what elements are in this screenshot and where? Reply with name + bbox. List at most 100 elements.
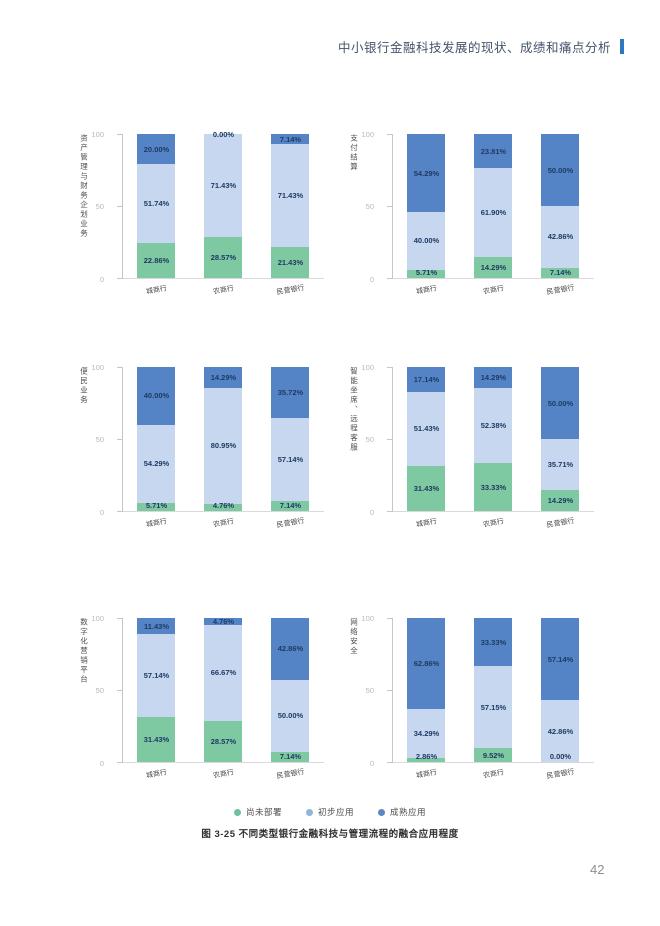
chart-legend: 尚未部署 初步应用 成熟应用 — [0, 804, 660, 820]
value-label: 35.71% — [547, 459, 574, 469]
y-tick-label: 0 — [369, 758, 374, 768]
y-tick-mark — [117, 618, 123, 619]
value-label: 0.00% — [212, 129, 235, 139]
x-tick-label: 城商行 — [415, 769, 438, 780]
value-label: 57.14% — [547, 654, 574, 664]
bar-segment — [474, 257, 513, 278]
title-accent-bar-icon — [620, 39, 624, 54]
y-tick-mark — [117, 134, 123, 135]
stacked-bar: 33.33% 52.38% 14.29% — [474, 367, 513, 511]
x-tick-label: 民营银行 — [276, 517, 305, 530]
y-tick-label: 0 — [99, 274, 104, 284]
x-tick-label: 民营银行 — [546, 517, 575, 530]
bar-column: 0.00% 42.86% 57.14% 民营银行 — [527, 618, 594, 780]
bar-column: 21.43% 71.43% 7.14% 民营银行 — [257, 134, 324, 296]
bar-column: 9.52% 57.15% 33.33% 农商行 — [460, 618, 527, 780]
stacked-bar: 28.57% 71.43% 0.00% — [204, 130, 243, 278]
value-label: 7.14% — [279, 501, 302, 511]
bar-segment — [474, 367, 513, 388]
x-tick-label: 城商行 — [415, 518, 438, 529]
y-tick-mark — [387, 206, 393, 207]
bar-segment — [271, 500, 310, 511]
plot-area: 31.43% 51.43% 17.14% 城商行 33.33% 52.38% 14.29% 农… — [387, 367, 594, 529]
value-label: 20.00% — [143, 144, 170, 154]
stacked-bar: 14.29% 61.90% 23.81% — [474, 134, 513, 278]
legend-label: 初步应用 — [317, 807, 354, 817]
y-tick-label: 0 — [369, 507, 374, 517]
y-tick-mark — [387, 367, 393, 368]
page-title: 中小银行金融科技发展的现状、成绩和痛点分析 — [337, 41, 611, 55]
y-tick-mark — [117, 762, 123, 763]
plot-area: 5.71% 40.00% 54.29% 城商行 14.29% 61.90% 23.81% 农商… — [387, 134, 594, 296]
bar-segment — [474, 748, 513, 762]
legend-item: 初步应用 — [305, 806, 354, 818]
bar-segment — [474, 463, 513, 511]
y-tick-mark — [117, 511, 123, 512]
value-label: 40.00% — [143, 391, 170, 401]
x-tick-label: 民营银行 — [276, 768, 305, 781]
bar-column: 28.57% 66.67% 4.76% 农商行 — [190, 618, 257, 780]
plot-area: 5.71% 54.29% 40.00% 城商行 4.76% 80.95% 14.29% 农商行… — [117, 367, 324, 529]
bar-segment — [407, 367, 446, 392]
y-axis-title: 便民业务 — [79, 367, 89, 405]
bar-column: 5.71% 40.00% 54.29% 城商行 — [393, 134, 460, 296]
y-axis-ticks: 0 50 100 — [344, 363, 384, 515]
value-label: 7.14% — [549, 268, 572, 278]
bar-segment — [204, 618, 243, 625]
value-label: 61.90% — [480, 208, 507, 218]
value-label: 51.43% — [413, 423, 440, 433]
y-axis-title: 资产管理与财务企划业务 — [79, 134, 89, 239]
y-axis-ticks: 0 50 100 — [74, 363, 114, 515]
y-axis-ticks: 0 50 100 — [74, 130, 114, 282]
bar-segment — [204, 134, 243, 237]
value-label: 42.86% — [547, 726, 574, 736]
legend-item: 成熟应用 — [378, 806, 426, 818]
x-tick-label: 民营银行 — [546, 768, 575, 781]
value-label: 9.52% — [482, 750, 505, 760]
bar-column: 7.14% 57.14% 35.72% 民营银行 — [257, 367, 324, 529]
stacked-bar: 31.43% 51.43% 17.14% — [407, 367, 446, 511]
bar-segment — [474, 387, 513, 464]
value-label: 31.43% — [143, 734, 170, 744]
stacked-bar: 7.14% 57.14% 35.72% — [271, 367, 310, 511]
bar-segment — [541, 618, 580, 701]
value-label: 7.14% — [279, 134, 302, 144]
chart-convenience-services: 便民业务 0 50 100 5.71% 54.29% 40.00% 城商行 4.76% 80.… — [74, 351, 342, 561]
legend-dot-icon — [378, 808, 385, 816]
stacked-bar: 0.00% 42.86% 57.14% — [541, 618, 580, 762]
bar-segment — [541, 367, 580, 439]
y-axis-title: 网络安全 — [349, 618, 359, 656]
bar-segment — [271, 751, 310, 762]
bar-segment — [271, 247, 310, 278]
bar-segment — [204, 504, 243, 511]
value-label: 0.00% — [549, 752, 572, 762]
bar-segment — [204, 624, 243, 721]
x-tick-label: 城商行 — [415, 285, 438, 296]
bar-segment — [407, 134, 446, 213]
value-label: 14.29% — [547, 495, 574, 505]
value-label: 66.67% — [210, 668, 237, 678]
y-tick-mark — [387, 618, 393, 619]
y-tick-label: 0 — [369, 274, 374, 284]
y-tick-label: 0 — [99, 507, 104, 517]
bar-segment — [474, 168, 513, 258]
plot-area: 31.43% 57.14% 11.43% 城商行 28.57% 66.67% 4.76% 农商… — [117, 618, 324, 780]
value-label: 28.57% — [210, 736, 237, 746]
value-label: 22.86% — [143, 255, 170, 265]
chart-smart-agent-remote-service: 智能坐席、远程客服 0 50 100 31.43% 51.43% 17.14% 城商行 33… — [344, 351, 612, 561]
bar-segment — [407, 391, 446, 466]
value-label: 17.14% — [413, 374, 440, 384]
bar-segment — [137, 716, 176, 762]
y-tick-mark — [117, 367, 123, 368]
x-tick-label: 城商行 — [145, 769, 168, 780]
legend-label: 尚未部署 — [245, 807, 282, 817]
stacked-bar: 2.86% 34.29% 62.86% — [407, 618, 446, 762]
y-tick-mark — [387, 134, 393, 135]
stacked-bar: 5.71% 40.00% 54.29% — [407, 134, 446, 278]
bar-segment — [474, 618, 513, 666]
bar-column: 7.14% 42.86% 50.00% 民营银行 — [527, 134, 594, 296]
chart-network-security: 网络安全 0 50 100 2.86% 34.29% 62.86% 城商行 9.52% 57.… — [344, 602, 612, 812]
value-label: 51.74% — [143, 199, 170, 209]
y-tick-mark — [387, 511, 393, 512]
page-number: 42 — [590, 862, 605, 877]
